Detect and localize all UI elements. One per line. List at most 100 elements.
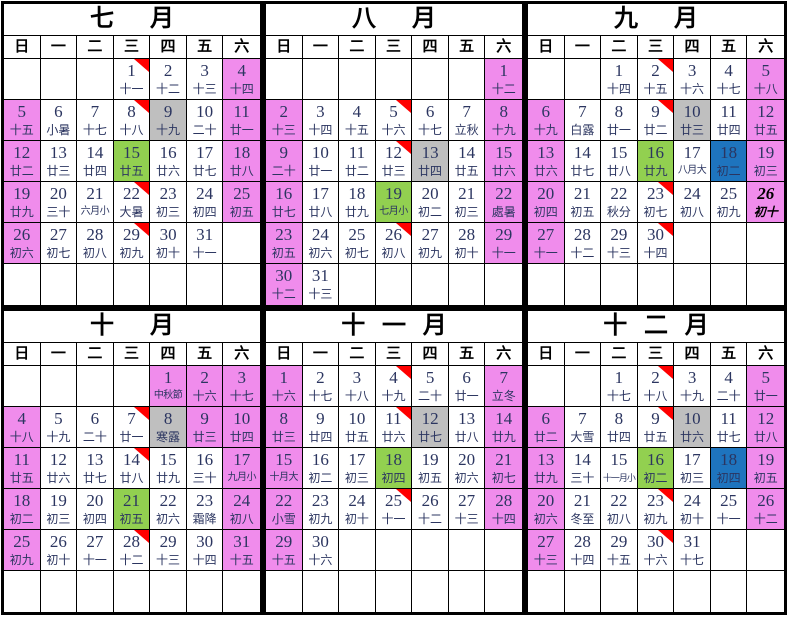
- date-number: 29: [610, 225, 628, 244]
- lunar-label: 十五: [606, 553, 631, 567]
- lunar-label: 廿八: [606, 164, 631, 178]
- lunar-label: 廿四: [418, 164, 443, 178]
- red-triangle-icon: [658, 489, 674, 502]
- date-cell: [528, 264, 565, 305]
- lunar-label: 十一: [533, 246, 558, 260]
- date-cell: 11 廿五: [4, 448, 41, 489]
- red-triangle-icon: [134, 530, 150, 543]
- lunar-label: 立秋: [454, 123, 479, 137]
- lunar-label: 八月大: [677, 165, 707, 176]
- date-number: 3: [237, 368, 246, 387]
- date-number: 27: [86, 532, 104, 551]
- date-number: 29: [495, 225, 513, 244]
- date-cell: [674, 571, 711, 612]
- date-cell: [637, 571, 675, 612]
- date-cell: 14 廿四: [77, 141, 114, 182]
- lunar-label: 十八: [643, 389, 668, 403]
- date-number: 4: [352, 102, 362, 121]
- date-number: 12: [757, 409, 775, 428]
- day-header: 五: [448, 36, 486, 59]
- red-triangle-icon: [134, 223, 150, 236]
- lunar-label: 初四: [82, 512, 107, 526]
- lunar-label: 廿二: [643, 123, 668, 137]
- date-cell: 29 十五: [601, 530, 638, 571]
- date-cell: 3 十四: [302, 100, 340, 141]
- date-cell: 20 初六: [448, 448, 486, 489]
- date-cell: 13 廿八: [448, 407, 486, 448]
- month-july: 七月 日一二三四五六 1 十一 2 十二 3 十三 4 十四 5 十五 6 小暑 7 十七 8 十八 9 十九 10 二…: [1, 1, 263, 308]
- lunar-label: 十二: [570, 246, 595, 260]
- lunar-label: 初四: [533, 205, 558, 219]
- date-number: 27: [458, 491, 476, 510]
- lunar-label: 初八: [606, 512, 631, 526]
- day-header: 二: [339, 343, 376, 366]
- date-number: 8: [499, 102, 508, 121]
- date-number: 5: [17, 102, 27, 121]
- day-header: 五: [710, 36, 748, 59]
- lunar-label: 廿二: [533, 430, 558, 444]
- date-cell: 30 初十: [150, 223, 187, 264]
- date-number: 6: [541, 102, 551, 121]
- lunar-label: 廿七: [192, 164, 217, 178]
- month-title: 十一月: [266, 311, 522, 343]
- date-number: 2: [279, 102, 289, 121]
- date-number: 4: [17, 409, 27, 428]
- red-triangle-icon: [658, 366, 674, 379]
- date-number: 28: [86, 225, 104, 244]
- date-cell: 11 廿七: [710, 407, 748, 448]
- date-number: 20: [537, 491, 555, 510]
- date-number: 2: [200, 368, 209, 387]
- date-cell: 2 十三: [266, 100, 303, 141]
- date-cell: 30 十六: [637, 530, 675, 571]
- date-cell: [564, 571, 602, 612]
- date-number: 7: [127, 409, 136, 428]
- date-number: 30: [311, 532, 329, 551]
- date-cell: [113, 366, 151, 407]
- red-triangle-icon: [134, 182, 150, 195]
- date-number: 17: [348, 450, 366, 469]
- lunar-label: 十一: [82, 553, 107, 567]
- day-header: 五: [186, 343, 224, 366]
- date-cell: [710, 264, 748, 305]
- date-cell: 26 初十: [747, 182, 784, 223]
- date-cell: 9 二十: [266, 141, 303, 182]
- lunar-label: 小雪: [271, 512, 296, 526]
- date-number: 1: [614, 61, 624, 80]
- date-cell: [747, 223, 784, 264]
- date-cell: 7 白露: [564, 100, 602, 141]
- date-cell: 28 十四: [485, 489, 522, 530]
- date-cell: [448, 59, 486, 100]
- date-number: 21: [122, 491, 140, 510]
- date-cell: 1 十一: [113, 59, 151, 100]
- date-number: 22: [610, 184, 628, 203]
- date-cell: 3 十七: [223, 366, 260, 407]
- lunar-label: 十五: [344, 123, 369, 137]
- day-header: 日: [266, 36, 303, 59]
- date-cell: 17 八月大: [674, 141, 711, 182]
- lunar-label: 廿一: [119, 430, 144, 444]
- date-number: 1: [614, 368, 624, 387]
- date-number: 18: [720, 450, 738, 469]
- date-number: 16: [646, 450, 664, 469]
- date-cell: 13 廿六: [528, 141, 565, 182]
- date-cell: 23 初九: [637, 489, 675, 530]
- day-header: 五: [448, 343, 486, 366]
- date-cell: [674, 264, 711, 305]
- date-cell: 27 十一: [77, 530, 114, 571]
- date-cell: 6 廿二: [528, 407, 565, 448]
- lunar-label: 初十: [680, 512, 705, 526]
- date-cell: 25 初五: [223, 182, 260, 223]
- date-cell: 6 十九: [528, 100, 565, 141]
- date-number: 30: [196, 532, 214, 551]
- date-cell: 21 初五: [113, 489, 151, 530]
- lunar-label: 初七: [491, 471, 516, 485]
- lunar-label: 十二: [753, 512, 778, 526]
- date-cell: 8 廿三: [266, 407, 303, 448]
- red-triangle-icon: [396, 489, 412, 502]
- lunar-label: 立冬: [491, 389, 516, 403]
- date-number: 7: [462, 102, 471, 121]
- date-cell: [186, 571, 224, 612]
- lunar-label: 初七: [643, 205, 668, 219]
- date-cell: [485, 571, 522, 612]
- date-cell: [4, 571, 41, 612]
